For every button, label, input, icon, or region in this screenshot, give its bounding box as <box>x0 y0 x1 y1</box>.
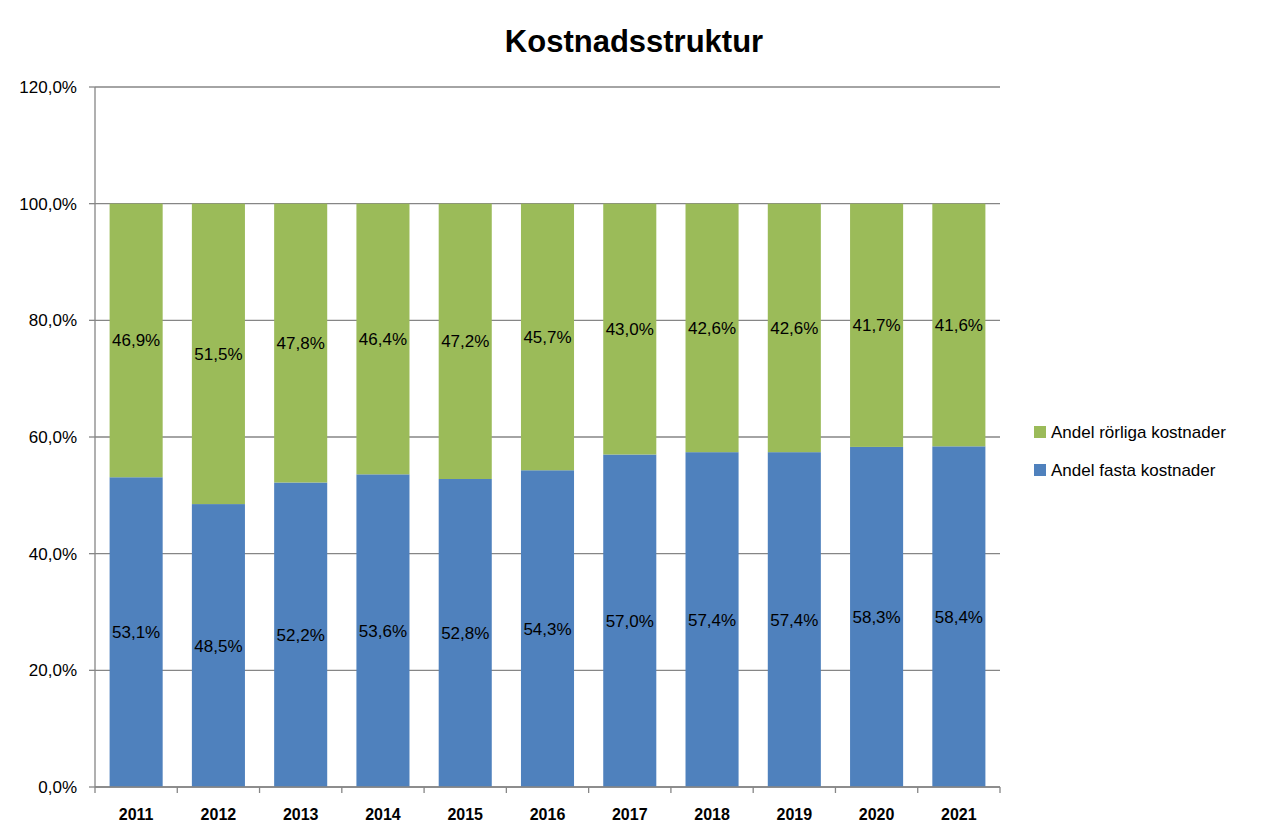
legend-label: Andel fasta kostnader <box>1051 461 1216 480</box>
data-label: 41,6% <box>935 316 983 335</box>
x-tick-mark <box>177 787 178 793</box>
data-label: 58,4% <box>935 608 983 627</box>
data-label: 57,4% <box>770 611 818 630</box>
bar <box>274 204 327 483</box>
bar <box>603 204 656 455</box>
tick-mark <box>89 203 95 204</box>
background <box>0 0 1270 839</box>
data-label: 47,8% <box>277 334 325 353</box>
bar <box>192 204 245 504</box>
legend-swatch <box>1034 426 1046 438</box>
bar <box>850 204 903 447</box>
x-tick-mark <box>588 787 589 793</box>
grid-line <box>95 86 1000 87</box>
bar <box>110 477 163 787</box>
y-axis <box>94 87 95 787</box>
legend-label: Andel rörliga kostnader <box>1051 423 1226 442</box>
x-tick-mark <box>835 787 836 793</box>
bar <box>768 452 821 787</box>
bar <box>932 446 985 787</box>
data-label: 42,6% <box>688 319 736 338</box>
x-tick-label: 2018 <box>694 806 730 823</box>
bar <box>274 483 327 788</box>
bar <box>932 204 985 447</box>
x-tick-mark <box>341 787 342 793</box>
bar <box>439 479 492 787</box>
x-tick-label: 2021 <box>941 806 977 823</box>
bar <box>686 204 739 453</box>
y-tick-label: 80,0% <box>29 311 77 330</box>
data-label: 46,9% <box>112 331 160 350</box>
data-label: 43,0% <box>606 320 654 339</box>
data-label: 53,6% <box>359 622 407 641</box>
x-tick-mark <box>917 787 918 793</box>
x-tick-label: 2014 <box>365 806 401 823</box>
tick-mark <box>89 436 95 437</box>
bar <box>356 204 409 475</box>
x-tick-mark <box>94 787 95 793</box>
title: Kostnadsstruktur <box>505 24 763 59</box>
data-label: 54,3% <box>523 620 571 639</box>
data-label: 41,7% <box>852 316 900 335</box>
bar <box>521 204 574 471</box>
data-label: 42,6% <box>770 319 818 338</box>
x-tick-label: 2017 <box>612 806 648 823</box>
x-tick-mark <box>753 787 754 793</box>
grid-line <box>95 786 1000 787</box>
data-label: 57,4% <box>688 611 736 630</box>
chart: Kostnadsstruktur 0,0% 20,0% 40,0% 60,0% 80,0%… <box>0 0 1270 839</box>
tick-mark <box>89 670 95 671</box>
y-tick-label: 60,0% <box>29 428 77 447</box>
y-tick-label: 0,0% <box>38 778 77 797</box>
bar <box>521 470 574 787</box>
bar <box>850 447 903 787</box>
legend-swatch <box>1034 464 1046 476</box>
y-tick-label: 100,0% <box>19 195 77 214</box>
data-label: 57,0% <box>606 612 654 631</box>
data-label: 45,7% <box>523 328 571 347</box>
x-tick-label: 2019 <box>777 806 813 823</box>
x-tick-mark <box>423 787 424 793</box>
bar <box>768 204 821 453</box>
y-tick-label: 40,0% <box>29 545 77 564</box>
legend: Andel rörliga kostnader Andel fasta kostn… <box>1034 423 1226 480</box>
x-tick-label: 2015 <box>447 806 483 823</box>
tick-mark <box>89 786 95 787</box>
bar <box>356 474 409 787</box>
data-labels: 53,1% 48,5% 52,2% 53,6% 52,8% 54,3% 57,0% 57,4%… <box>112 316 983 656</box>
bar <box>603 455 656 788</box>
x-tick-mark <box>506 787 507 793</box>
data-label: 48,5% <box>194 637 242 656</box>
data-label: 47,2% <box>441 332 489 351</box>
data-label: 52,2% <box>277 626 325 645</box>
data-label: 46,4% <box>359 330 407 349</box>
x-tick-mark <box>670 787 671 793</box>
data-label: 51,5% <box>194 345 242 364</box>
data-label: 53,1% <box>112 623 160 642</box>
bars <box>110 204 986 787</box>
tick-mark <box>89 86 95 87</box>
tick-mark <box>89 320 95 321</box>
x-tick-label: 2020 <box>859 806 895 823</box>
bar <box>110 204 163 478</box>
x-tick-label: 2013 <box>283 806 319 823</box>
x-tick-mark <box>259 787 260 793</box>
x-tick-label: 2011 <box>119 806 154 823</box>
x-tick-mark <box>999 787 1000 793</box>
y-tick-label: 20,0% <box>29 661 77 680</box>
tick-mark <box>89 553 95 554</box>
y-tick-label: 120,0% <box>19 78 77 97</box>
data-label: 58,3% <box>852 608 900 627</box>
data-label: 52,8% <box>441 624 489 643</box>
x-tick-label: 2016 <box>530 806 566 823</box>
bar <box>192 504 245 787</box>
x-axis <box>95 786 1000 787</box>
bar <box>686 452 739 787</box>
x-tick-label: 2012 <box>201 806 237 823</box>
bar <box>439 204 492 479</box>
